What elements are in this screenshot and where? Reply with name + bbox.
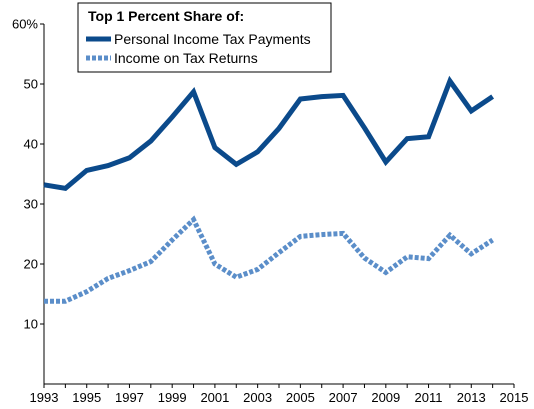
x-tick-label: 2015: [500, 390, 529, 405]
legend-box: [77, 2, 332, 73]
x-tick-label: 2001: [200, 390, 229, 405]
x-tick-label: 2009: [371, 390, 400, 405]
y-tick-label: 60%: [12, 17, 38, 32]
y-tick-label: 10: [24, 317, 38, 332]
x-tick-label: 1997: [115, 390, 144, 405]
x-tick-label: 2005: [286, 390, 315, 405]
tick-labels: 10 20 30 40 50 60% 1993 1995 1997 1999 2001 2003 200…: [12, 17, 528, 406]
y-tick-label: 50: [24, 77, 38, 92]
axes: [43, 24, 514, 385]
y-tick-label: 40: [24, 137, 38, 152]
legend: Top 1 Percent Share of: Personal Income …: [77, 2, 332, 73]
series-line-2: [44, 215, 494, 304]
x-tick-label: 1993: [30, 390, 59, 405]
x-tick-label: 2007: [329, 390, 358, 405]
x-tick-label: 2013: [457, 390, 486, 405]
x-tick-label: 2011: [415, 390, 443, 405]
x-tick-label: 2003: [243, 390, 272, 405]
legend-label-series-2: Income on Tax Returns: [114, 50, 258, 66]
legend-title: Top 1 Percent Share of:: [88, 8, 244, 24]
y-tick-label: 30: [24, 197, 38, 212]
y-tick-label: 20: [24, 257, 38, 272]
legend-label-series-1: Personal Income Tax Payments: [114, 31, 311, 47]
x-tick-label: 1999: [158, 390, 187, 405]
series-line-1: [43, 75, 495, 192]
x-tick-label: 1995: [72, 390, 101, 405]
ticks: [40, 23, 515, 388]
series: [43, 75, 495, 304]
